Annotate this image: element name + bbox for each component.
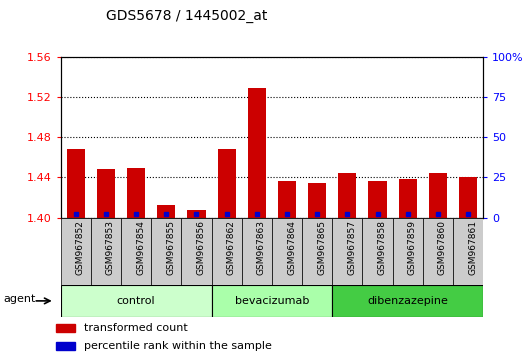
- Text: GSM967853: GSM967853: [106, 220, 115, 275]
- Bar: [157, 205, 175, 218]
- Bar: [338, 173, 356, 218]
- Text: percentile rank within the sample: percentile rank within the sample: [84, 341, 272, 351]
- Bar: [302, 218, 332, 285]
- Bar: [127, 169, 145, 218]
- Text: bevacizumab: bevacizumab: [235, 296, 309, 306]
- Bar: [278, 182, 296, 218]
- Text: GSM967855: GSM967855: [166, 220, 175, 275]
- Text: GSM967856: GSM967856: [196, 220, 205, 275]
- Text: GSM967861: GSM967861: [468, 220, 477, 275]
- Bar: [56, 342, 75, 350]
- Bar: [218, 149, 235, 218]
- Bar: [272, 218, 302, 285]
- Bar: [369, 182, 386, 218]
- Bar: [212, 285, 332, 317]
- Bar: [187, 210, 205, 218]
- Text: GSM967854: GSM967854: [136, 220, 145, 275]
- Text: agent: agent: [3, 294, 35, 304]
- Bar: [429, 173, 447, 218]
- Bar: [91, 218, 121, 285]
- Bar: [97, 169, 115, 218]
- Text: GSM967859: GSM967859: [408, 220, 417, 275]
- Bar: [453, 218, 483, 285]
- Text: GSM967857: GSM967857: [347, 220, 356, 275]
- Bar: [121, 218, 151, 285]
- Text: GSM967860: GSM967860: [438, 220, 447, 275]
- Text: GSM967852: GSM967852: [76, 220, 85, 275]
- Text: GSM967863: GSM967863: [257, 220, 266, 275]
- Bar: [242, 218, 272, 285]
- Bar: [56, 324, 75, 332]
- Bar: [459, 177, 477, 218]
- Bar: [362, 218, 393, 285]
- Text: GDS5678 / 1445002_at: GDS5678 / 1445002_at: [106, 9, 267, 23]
- Bar: [212, 218, 242, 285]
- Bar: [393, 218, 423, 285]
- Bar: [332, 218, 362, 285]
- Bar: [61, 285, 212, 317]
- Bar: [67, 149, 85, 218]
- Text: transformed count: transformed count: [84, 322, 188, 333]
- Text: GSM967858: GSM967858: [378, 220, 386, 275]
- Bar: [399, 179, 417, 218]
- Bar: [151, 218, 182, 285]
- Bar: [182, 218, 212, 285]
- Text: dibenzazepine: dibenzazepine: [367, 296, 448, 306]
- Text: GSM967865: GSM967865: [317, 220, 326, 275]
- Bar: [332, 285, 483, 317]
- Bar: [248, 88, 266, 218]
- Bar: [61, 218, 91, 285]
- Bar: [308, 183, 326, 218]
- Text: control: control: [117, 296, 155, 306]
- Text: GSM967862: GSM967862: [227, 220, 235, 275]
- Text: GSM967864: GSM967864: [287, 220, 296, 275]
- Bar: [423, 218, 453, 285]
